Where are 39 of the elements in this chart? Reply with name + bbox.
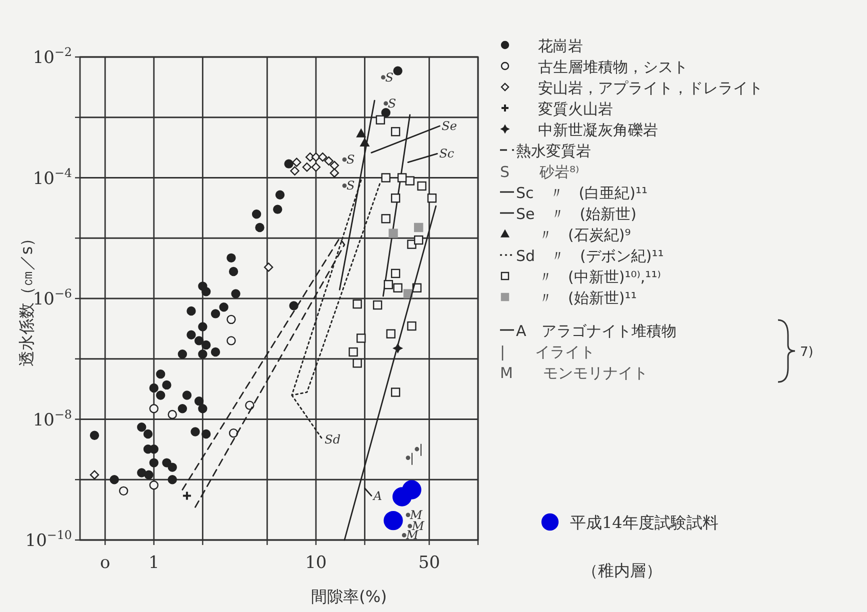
x-axis-title: 間隙率(%) [311,587,387,606]
legend-label: Sd 〃 (デボン紀)¹¹ [516,247,664,265]
legend-label: Sc 〃 (白亜紀)¹¹ [516,184,648,202]
annotation: | [418,442,423,456]
text: S 砂岩⁸⁾ [500,163,580,181]
legend-label: 中新世凝灰角礫岩 [538,121,658,139]
annotation: Sc [439,146,454,161]
y-tick-label: 10$^{−4}$ [32,166,72,189]
annotation: | [410,450,414,465]
legend-label: 〃 (始新世)¹¹ [538,289,637,307]
legend-label: Se 〃 (始新世) [516,205,636,223]
legend-label: 変質火山岩 [538,100,613,118]
legend-label: A アラゴナイト堆積物 [516,322,676,340]
text: | イライト [500,343,596,361]
text: 平成14年度試験試料（稚内層） [570,513,718,580]
text: M モンモリナイト [500,364,648,382]
annotation: M [409,508,424,522]
y-tick-label: 10$^{−10}$ [25,528,72,551]
annotation: S [346,178,355,193]
annotation: Se [442,118,457,133]
y-axis-title: 透水係数（㎝／s） [17,230,36,367]
legend-label: 花崗岩 [538,37,583,55]
x-tick-label: 50 [418,553,440,573]
x-tick-label: 1 [148,553,160,573]
annotation: S [388,96,396,110]
x-tick-label: o [100,553,110,573]
annotation: S [385,70,394,84]
legend-label: 〃 (石炭紀)⁹ [538,226,631,244]
legend-label: 古生層堆積物，シスト [538,58,688,76]
annotation: A [372,488,382,503]
legend-label: 熱水変質岩 [516,142,591,160]
annotation: S [346,152,355,167]
legend-label: 〃 (中新世)¹⁰⁾,¹¹⁾ [538,268,661,286]
text: 7) [800,345,814,360]
y-tick-label: 10$^{−8}$ [32,407,72,430]
legend-label: 安山岩，アプライト，ドレライト [538,79,763,97]
y-tick-label: 10$^{−2}$ [32,45,72,68]
x-tick-label: 10 [305,553,327,573]
annotation: Sd [324,432,341,447]
